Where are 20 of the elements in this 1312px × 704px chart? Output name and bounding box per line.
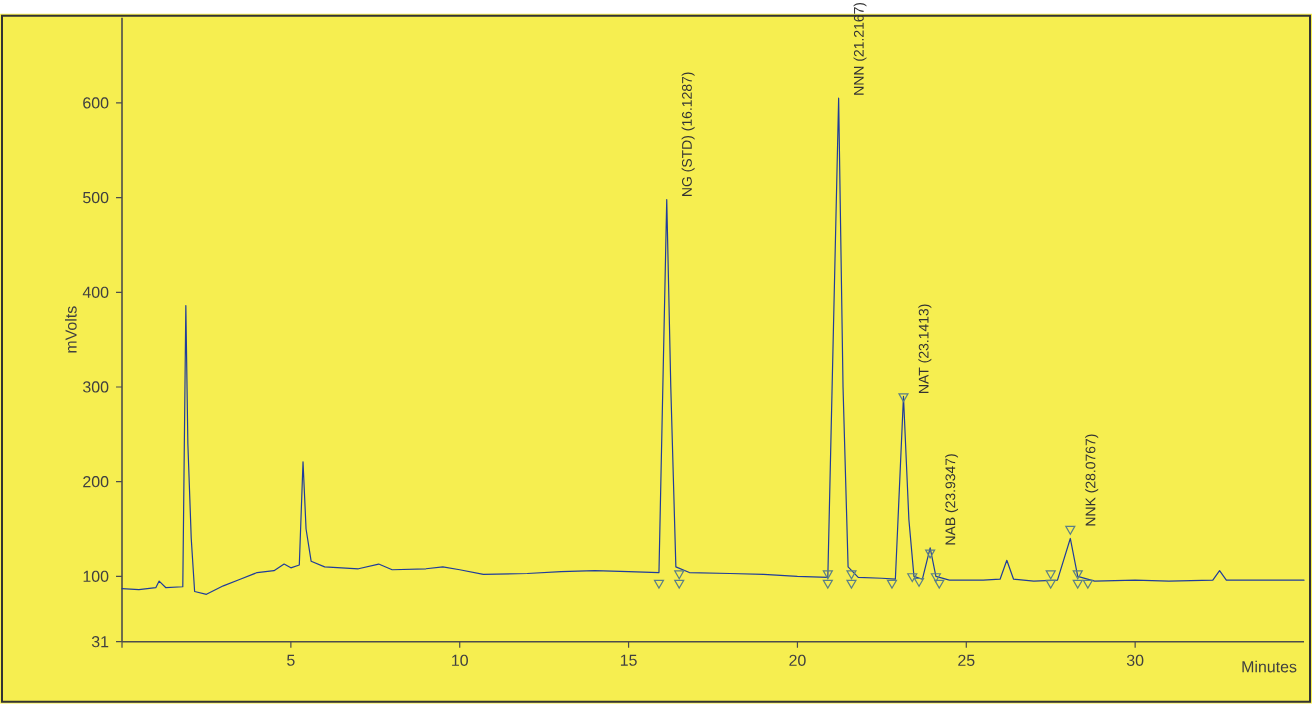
point: [886, 579, 898, 589]
point: [1065, 525, 1076, 535]
point: [1082, 579, 1093, 589]
point: [1045, 579, 1056, 589]
point: [822, 570, 833, 580]
point: [653, 579, 665, 589]
point: [925, 549, 936, 559]
point: [930, 573, 941, 583]
point: [934, 579, 945, 589]
point: [907, 573, 918, 583]
point: [1072, 579, 1083, 589]
point: [898, 393, 909, 403]
point: [822, 579, 833, 589]
point: [1045, 570, 1056, 580]
point: [846, 570, 857, 580]
point: [846, 579, 857, 589]
point: [674, 570, 685, 580]
point: [913, 578, 925, 588]
point: [674, 579, 685, 589]
point: [1072, 570, 1083, 580]
